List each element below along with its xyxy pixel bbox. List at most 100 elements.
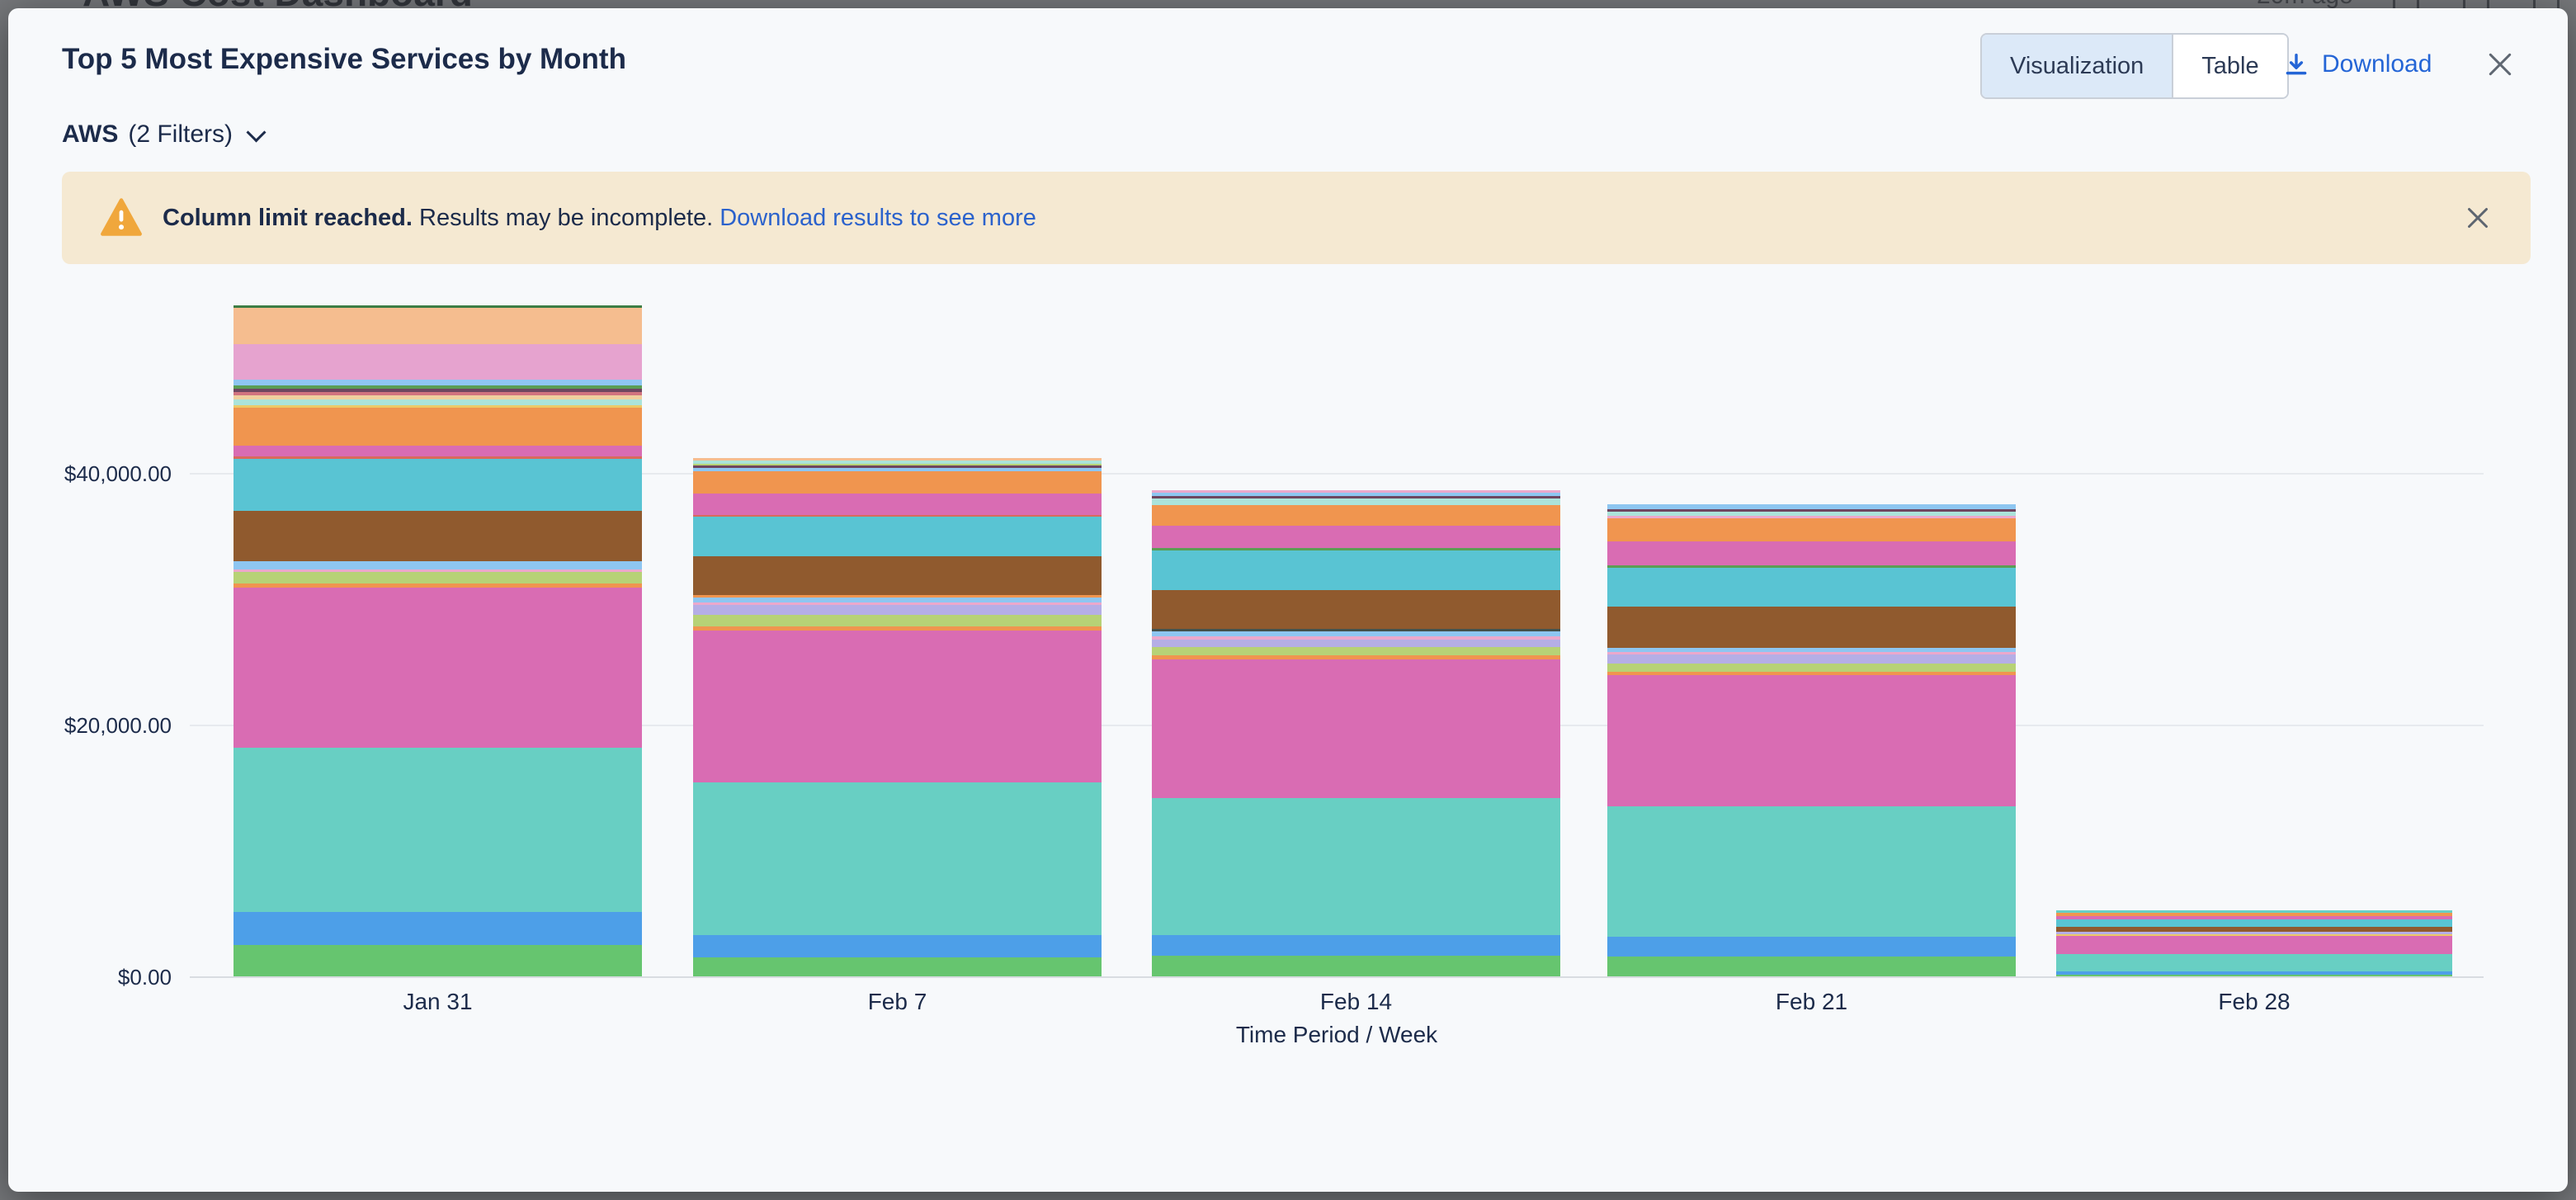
bar-segment[interactable]: [1607, 957, 2016, 976]
stacked-bar[interactable]: [1607, 504, 2016, 976]
bar-segment[interactable]: [1607, 672, 2016, 675]
bar-segment[interactable]: [693, 782, 1102, 935]
bar-segment[interactable]: [693, 468, 1102, 471]
bar-segment[interactable]: [1607, 512, 2016, 516]
bar-segment[interactable]: [234, 344, 642, 380]
bar-segment[interactable]: [234, 395, 642, 399]
bar-segment[interactable]: [2056, 932, 2452, 934]
bar-segment[interactable]: [234, 385, 642, 389]
banner-download-link[interactable]: Download results to see more: [719, 204, 1036, 231]
bar-segment[interactable]: [234, 408, 642, 446]
bar-segment[interactable]: [1607, 518, 2016, 541]
bar-segment[interactable]: [234, 380, 642, 385]
bar-segment[interactable]: [693, 461, 1102, 464]
bar-segment[interactable]: [234, 588, 642, 748]
bar-segment[interactable]: [234, 392, 642, 395]
bar-segment[interactable]: [1607, 937, 2016, 957]
bar-segment[interactable]: [1152, 640, 1560, 647]
bar-segment[interactable]: [693, 615, 1102, 626]
tab-visualization[interactable]: Visualization: [1982, 35, 2173, 97]
download-button[interactable]: Download: [2282, 33, 2432, 96]
bar-segment[interactable]: [693, 626, 1102, 631]
bar-segment[interactable]: [693, 515, 1102, 517]
bar-segment[interactable]: [1607, 652, 2016, 654]
bar-segment[interactable]: [2056, 934, 2452, 936]
bar-segment[interactable]: [2056, 936, 2452, 954]
bar-segment[interactable]: [234, 305, 642, 308]
tab-table[interactable]: Table: [2173, 35, 2287, 97]
bar-segment[interactable]: [2056, 971, 2452, 975]
banner-close-icon[interactable]: [2463, 203, 2493, 233]
bar-segment[interactable]: [234, 456, 642, 459]
bar-segment[interactable]: [234, 446, 642, 456]
bar-segment[interactable]: [234, 583, 642, 588]
bar-segment[interactable]: [1152, 647, 1560, 655]
bar-segment[interactable]: [693, 602, 1102, 605]
bar-segment[interactable]: [1607, 509, 2016, 512]
stacked-bar[interactable]: [1152, 490, 1560, 976]
bar-segment[interactable]: [1607, 806, 2016, 937]
bar-segment[interactable]: [1607, 648, 2016, 652]
bar-segment[interactable]: [1607, 541, 2016, 565]
bar-segment[interactable]: [1607, 607, 2016, 648]
bar-segment[interactable]: [234, 389, 642, 392]
bar-segment[interactable]: [1152, 496, 1560, 498]
stacked-bar[interactable]: [2056, 910, 2452, 976]
bar-segment[interactable]: [1152, 505, 1560, 526]
bar-segment[interactable]: [693, 605, 1102, 615]
bar-segment[interactable]: [693, 957, 1102, 976]
stacked-bar[interactable]: [234, 305, 642, 976]
bar-segment[interactable]: [234, 945, 642, 976]
bar-segment[interactable]: [1152, 490, 1560, 493]
bar-segment[interactable]: [2056, 975, 2452, 976]
bar-segment[interactable]: [1152, 548, 1560, 550]
bar-segment[interactable]: [2056, 919, 2452, 927]
bar-segment[interactable]: [693, 517, 1102, 556]
bar-segment[interactable]: [234, 399, 642, 405]
bar-segment[interactable]: [1152, 655, 1560, 659]
bar-segment[interactable]: [1152, 590, 1560, 629]
bar-segment[interactable]: [234, 405, 642, 408]
bar-segment[interactable]: [234, 511, 642, 561]
bar-segment[interactable]: [693, 471, 1102, 494]
bar-segment[interactable]: [1152, 935, 1560, 956]
bar-segment[interactable]: [1152, 956, 1560, 976]
bar-segment[interactable]: [1607, 516, 2016, 518]
bar-segment[interactable]: [234, 459, 642, 511]
bar-segment[interactable]: [1152, 493, 1560, 496]
bar-segment[interactable]: [234, 572, 642, 583]
bar-segment[interactable]: [2056, 913, 2452, 916]
bar-segment[interactable]: [1152, 798, 1560, 935]
bar-segment[interactable]: [1607, 504, 2016, 509]
bar-segment[interactable]: [234, 912, 642, 945]
bar-segment[interactable]: [693, 458, 1102, 461]
bar-segment[interactable]: [693, 465, 1102, 468]
bar-segment[interactable]: [1607, 675, 2016, 806]
bar-segment[interactable]: [693, 935, 1102, 957]
bar-segment[interactable]: [1152, 629, 1560, 631]
bar-segment[interactable]: [1152, 526, 1560, 548]
bar-segment[interactable]: [2056, 954, 2452, 971]
bar-segment[interactable]: [234, 569, 642, 572]
bar-segment[interactable]: [234, 308, 642, 344]
bar-segment[interactable]: [693, 595, 1102, 598]
bar-segment[interactable]: [1607, 664, 2016, 672]
bar-segment[interactable]: [234, 748, 642, 912]
bar-segment[interactable]: [1152, 550, 1560, 590]
bar-segment[interactable]: [2056, 916, 2452, 919]
bar-segment[interactable]: [1152, 659, 1560, 798]
bar-segment[interactable]: [1152, 498, 1560, 505]
close-icon[interactable]: [2484, 48, 2517, 81]
bar-segment[interactable]: [693, 464, 1102, 465]
bar-segment[interactable]: [693, 556, 1102, 595]
bar-segment[interactable]: [693, 631, 1102, 782]
bar-segment[interactable]: [1152, 631, 1560, 636]
filter-dropdown[interactable]: AWS (2 Filters): [62, 120, 266, 149]
bar-segment[interactable]: [1607, 654, 2016, 664]
bar-segment[interactable]: [693, 494, 1102, 515]
bar-segment[interactable]: [1607, 565, 2016, 568]
bar-segment[interactable]: [1607, 568, 2016, 607]
bar-segment[interactable]: [2056, 910, 2452, 913]
stacked-bar[interactable]: [693, 458, 1102, 976]
bar-segment[interactable]: [2056, 927, 2452, 932]
